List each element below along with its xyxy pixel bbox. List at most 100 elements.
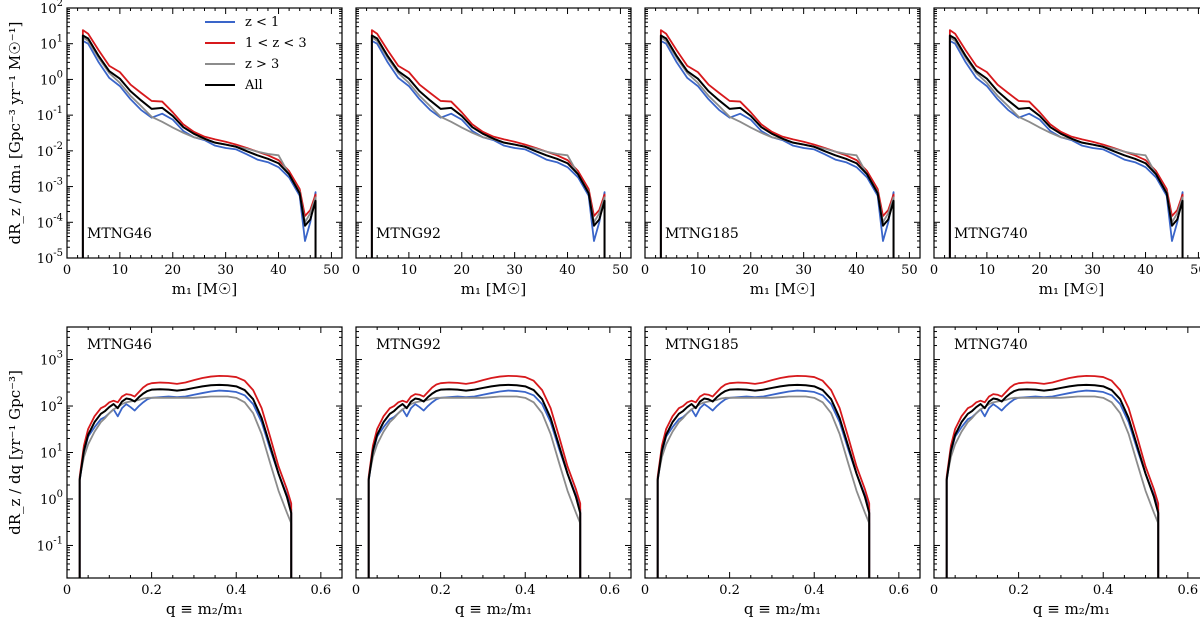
y-tick-label: 101 — [40, 442, 63, 461]
y-tick-label: 102 — [40, 396, 63, 415]
series-line-z_1_3 — [656, 374, 871, 578]
plot-frame — [66, 326, 343, 579]
series-line-all — [78, 383, 293, 578]
series-line-z_1_3 — [370, 29, 606, 258]
series-group — [945, 374, 1160, 578]
x-tick-label: 50 — [323, 263, 340, 278]
series-line-z_1_3 — [948, 29, 1184, 258]
series-line-z_lt_1 — [945, 389, 1160, 578]
x-tick-label: 50 — [1190, 263, 1200, 278]
panel-mass-3: 0 10 20 30 40 50 m₁ [M☉] MTNG185 — [641, 7, 921, 298]
plot-frame — [355, 7, 632, 259]
legend: z < 1 1 < z < 3 z > 3 All — [205, 15, 307, 93]
y-tick-label: 10-1 — [37, 105, 63, 124]
x-tick-label: 20 — [453, 263, 470, 278]
series-line-z_1_3 — [78, 374, 293, 578]
legend-label-z_gt_3: z > 3 — [245, 57, 279, 72]
series-group — [948, 29, 1184, 258]
y-axis-label: dR_z / dm₁ [Gpc⁻³ yr⁻¹ M☉⁻¹] — [6, 22, 24, 245]
x-tick-label: 30 — [217, 263, 234, 278]
plot-frame — [933, 326, 1200, 579]
y-tick-label: 10-1 — [37, 535, 63, 554]
y-tick-label: 100 — [40, 488, 63, 507]
panel-label: MTNG46 — [87, 226, 152, 242]
series-line-all — [81, 34, 317, 258]
y-tick-label: 103 — [40, 349, 63, 368]
plot-frame — [933, 7, 1200, 259]
x-tick-label: 50 — [901, 263, 918, 278]
x-tick-label: 0.4 — [1093, 583, 1114, 598]
x-tick-label: 0.6 — [1178, 583, 1199, 598]
series-group — [81, 29, 317, 258]
series-line-z_lt_1 — [78, 389, 293, 578]
series-line-z_1_3 — [367, 374, 582, 578]
x-tick-label: 30 — [506, 263, 523, 278]
x-tick-label: 0.2 — [430, 583, 451, 598]
x-axis-label: q ≡ m₂/m₁ — [1033, 600, 1110, 618]
panel-label: MTNG740 — [954, 226, 1028, 242]
panel-mass-2: 0 10 20 30 40 50 m₁ [M☉] MTNG92 — [352, 7, 632, 298]
series-line-all — [656, 383, 871, 578]
series-line-all — [945, 383, 1160, 578]
series-line-z_gt_3 — [367, 395, 582, 578]
x-tick-label: 40 — [1137, 263, 1154, 278]
y-tick-label: 102 — [40, 0, 63, 17]
legend-label-z_1_3: 1 < z < 3 — [245, 36, 307, 51]
series-group — [78, 374, 293, 578]
plot-frame — [355, 326, 632, 579]
x-tick-label: 0 — [63, 583, 71, 598]
series-line-z_lt_1 — [656, 389, 871, 578]
legend-label-z_lt_1: z < 1 — [245, 15, 279, 30]
series-line-z_1_3 — [659, 29, 895, 258]
x-tick-label: 0.4 — [515, 583, 536, 598]
x-tick-label: 10 — [401, 263, 418, 278]
series-line-z_lt_1 — [367, 389, 582, 578]
y-tick-label: 10-2 — [37, 140, 63, 159]
series-line-all — [948, 34, 1184, 258]
x-tick-label: 40 — [848, 263, 865, 278]
x-tick-label: 0.2 — [1008, 583, 1029, 598]
x-tick-label: 30 — [795, 263, 812, 278]
panel-ratio-2: 0 0.2 0.4 0.6 q ≡ m₂/m₁ MTNG92 — [352, 326, 632, 618]
x-tick-label: 40 — [559, 263, 576, 278]
x-tick-label: 0 — [641, 263, 649, 278]
x-axis-label: m₁ [M☉] — [461, 280, 527, 298]
x-tick-label: 20 — [164, 263, 181, 278]
series-line-z_gt_3 — [78, 395, 293, 578]
x-tick-label: 0 — [352, 583, 360, 598]
panel-label: MTNG92 — [376, 226, 441, 242]
panel-label: MTNG185 — [665, 337, 739, 353]
series-line-z_1_3 — [945, 374, 1160, 578]
x-axis-label: m₁ [M☉] — [172, 280, 238, 298]
panel-mass-4: 0 10 20 30 40 50 m₁ [M☉] MTNG740 — [930, 7, 1200, 298]
panel-ratio-4: 0 0.2 0.4 0.6 q ≡ m₂/m₁ MTNG740 — [930, 326, 1200, 618]
x-tick-label: 0.4 — [226, 583, 247, 598]
series-line-all — [370, 34, 606, 258]
x-axis-label: q ≡ m₂/m₁ — [166, 600, 243, 618]
x-tick-label: 0.6 — [889, 583, 910, 598]
panel-label: MTNG740 — [954, 337, 1028, 353]
series-group — [656, 374, 871, 578]
y-axis-label: dR_z / dq [yr⁻¹ Gpc⁻³] — [6, 370, 24, 535]
y-tick-label: 10-4 — [37, 212, 63, 231]
series-group — [659, 29, 895, 258]
x-tick-label: 10 — [690, 263, 707, 278]
x-tick-label: 40 — [270, 263, 287, 278]
x-tick-label: 10 — [979, 263, 996, 278]
x-tick-label: 0 — [930, 263, 938, 278]
legend-label-all: All — [244, 78, 263, 93]
series-line-z_1_3 — [81, 29, 317, 258]
x-tick-label: 20 — [742, 263, 759, 278]
x-tick-label: 0 — [641, 583, 649, 598]
x-tick-label: 50 — [612, 263, 629, 278]
x-tick-label: 10 — [112, 263, 129, 278]
x-tick-label: 0 — [63, 263, 71, 278]
x-tick-label: 0.2 — [719, 583, 740, 598]
panel-ratio-3: 0 0.2 0.4 0.6 q ≡ m₂/m₁ MTNG185 — [641, 326, 921, 618]
panel-ratio-1: 0 0.2 0.4 0.6 10-1 100 101 102 103 q ≡ m₂/m₁ MTNG4… — [37, 326, 343, 618]
panel-label: MTNG46 — [87, 337, 152, 353]
x-axis-label: m₁ [M☉] — [750, 280, 816, 298]
x-axis-label: q ≡ m₂/m₁ — [744, 600, 821, 618]
y-tick-label: 101 — [40, 33, 63, 52]
